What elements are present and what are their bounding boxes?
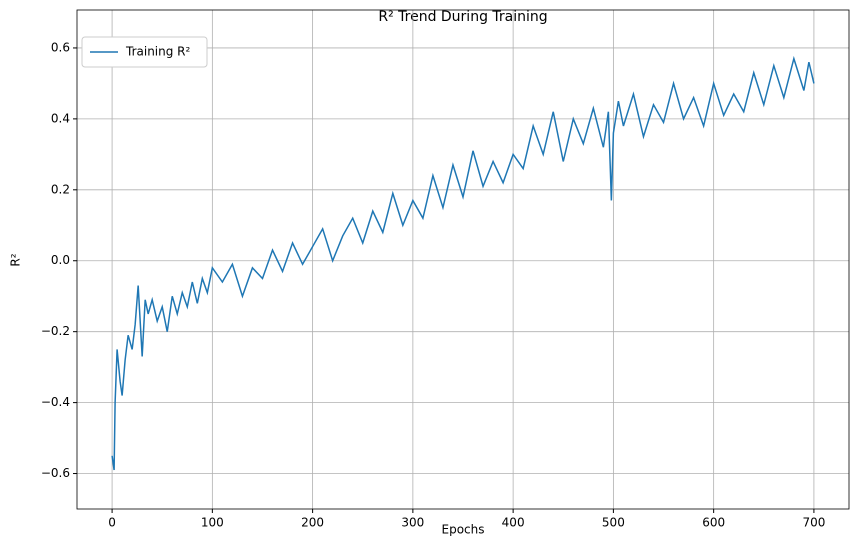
legend-label: Training R² bbox=[125, 45, 191, 59]
y-tick-label: −0.4 bbox=[41, 395, 70, 409]
x-tick-label: 300 bbox=[401, 516, 424, 530]
x-tick-label: 700 bbox=[802, 516, 825, 530]
plot-frame bbox=[76, 9, 850, 510]
y-tick-label: 0.6 bbox=[51, 40, 70, 54]
y-tick-label: 0.0 bbox=[51, 253, 70, 267]
x-tick-label: 600 bbox=[702, 516, 725, 530]
x-tick-label: 200 bbox=[301, 516, 324, 530]
x-axis-label: Epochs bbox=[442, 523, 485, 537]
x-tick-label: 400 bbox=[502, 516, 525, 530]
x-tick-label: 500 bbox=[602, 516, 625, 530]
chart-title: R² Trend During Training bbox=[378, 9, 547, 25]
y-tick-label: −0.6 bbox=[41, 466, 70, 480]
data-line bbox=[111, 55, 815, 471]
y-tick-label: 0.4 bbox=[51, 111, 70, 125]
y-tick-label: 0.2 bbox=[51, 182, 70, 196]
legend-box bbox=[81, 36, 208, 68]
y-tick-label: −0.2 bbox=[41, 324, 70, 338]
y-axis-label: R² bbox=[9, 253, 23, 266]
x-tick-label: 100 bbox=[201, 516, 224, 530]
x-tick-label: 0 bbox=[108, 516, 116, 530]
